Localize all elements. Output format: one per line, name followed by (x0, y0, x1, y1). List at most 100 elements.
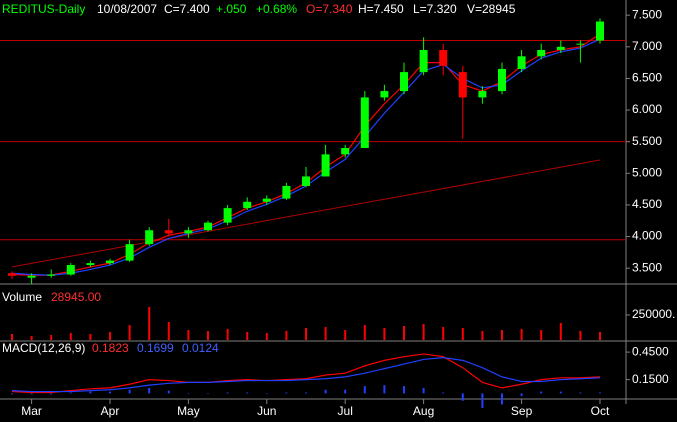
signal-value: 0.1699 (137, 341, 174, 355)
candle-body (517, 56, 526, 69)
volume-bar (265, 333, 268, 340)
candle-body (537, 49, 546, 57)
histogram-bar (481, 393, 484, 409)
candle-body (184, 230, 193, 234)
volume-bar (403, 326, 405, 340)
histogram-bar (207, 393, 209, 394)
volume-bar (579, 331, 582, 340)
candle-body (66, 265, 75, 275)
macd-value: 0.1823 (92, 341, 129, 355)
candle-body (576, 43, 585, 45)
histogram-bar (50, 393, 53, 395)
volume-bar (599, 332, 601, 340)
x-tick-label: Jun (257, 404, 276, 418)
histogram-bar (148, 387, 151, 394)
date: 10/08/2007 (97, 2, 157, 16)
candle-body (86, 263, 95, 266)
volume-bar (520, 329, 523, 340)
volume-bar (128, 325, 131, 340)
histogram-bar (363, 386, 366, 394)
histogram-bar (344, 389, 347, 394)
histogram-value: 0.0124 (182, 341, 219, 355)
volume-bar (559, 323, 562, 340)
y-tick-label: 3.500 (632, 260, 662, 274)
x-tick-label: Mar (21, 404, 42, 418)
volume-bar (363, 325, 366, 340)
change: +.050 (216, 2, 247, 16)
y-tick-label: 4.000 (632, 229, 662, 243)
candle-body (439, 49, 448, 66)
y-tick-label: 6.000 (632, 102, 662, 116)
candle-body (27, 275, 36, 278)
histogram-bar (559, 391, 562, 394)
volume-bar (540, 330, 543, 340)
volume-bar (69, 333, 72, 340)
candle-body (125, 244, 134, 261)
histogram-bar (501, 393, 503, 405)
candle-body (204, 222, 212, 231)
macd-line (11, 357, 601, 393)
histogram-bar (520, 393, 523, 397)
volume-bar (324, 327, 327, 340)
candle-body (223, 208, 232, 223)
volume-title: Volume (2, 290, 42, 304)
volume-bar (501, 330, 503, 340)
y-tick-label: 250000. (632, 307, 675, 321)
histogram-bar (265, 393, 268, 394)
x-tick-label: Oct (591, 404, 610, 418)
candle-body (596, 21, 604, 41)
volume-bar (422, 324, 425, 340)
volume: V=28945 (467, 2, 516, 16)
x-tick-label: Sep (511, 404, 533, 418)
trend-line (11, 159, 601, 268)
histogram-bar (89, 391, 92, 394)
histogram-bar (285, 392, 288, 394)
volume-bar (285, 331, 288, 340)
histogram-bar (128, 389, 131, 394)
histogram-bar (69, 392, 72, 394)
histogram-bar (109, 391, 111, 394)
histogram-bar (442, 392, 445, 394)
histogram-bar (422, 387, 425, 394)
volume-bar (89, 334, 92, 340)
volume-bar (246, 332, 249, 340)
candle-body (243, 201, 252, 209)
macd-title: MACD(12,26,9) (2, 341, 85, 355)
candle-body (145, 230, 154, 245)
close: C=7.400 (164, 2, 210, 16)
candle-body (341, 148, 350, 155)
open: O=7.340 (306, 2, 353, 16)
candle-body (360, 97, 369, 149)
volume-bar (50, 335, 53, 340)
volume-bar (30, 336, 33, 340)
volume-value: 28945.00 (51, 290, 101, 304)
y-tick-label: 7.000 (632, 39, 662, 53)
x-tick-label: Jul (338, 404, 353, 418)
candle-body (302, 176, 310, 186)
y-tick-label: 5.000 (632, 165, 662, 179)
candle-body (419, 49, 428, 73)
candle-body (106, 260, 114, 264)
volume-bar (461, 328, 464, 340)
candle-body (262, 198, 271, 202)
candle-body (47, 274, 56, 276)
histogram-bar (30, 393, 33, 395)
histogram-bar (11, 393, 13, 395)
low: L=7.320 (413, 2, 457, 16)
histogram-bar (403, 386, 405, 394)
candle-body (321, 154, 330, 177)
histogram-bar (305, 392, 307, 394)
volume-bar (481, 331, 484, 340)
y-tick-label: 4.500 (632, 197, 662, 211)
high: H=7.450 (358, 2, 404, 16)
histogram-bar (246, 392, 249, 394)
histogram-bar (187, 393, 190, 394)
volume-bar (344, 330, 347, 340)
macd-line (11, 353, 601, 394)
candle-body (498, 68, 506, 92)
histogram-bar (461, 393, 464, 401)
candle-body (282, 185, 291, 199)
y-tick-label: 5.500 (632, 134, 662, 148)
